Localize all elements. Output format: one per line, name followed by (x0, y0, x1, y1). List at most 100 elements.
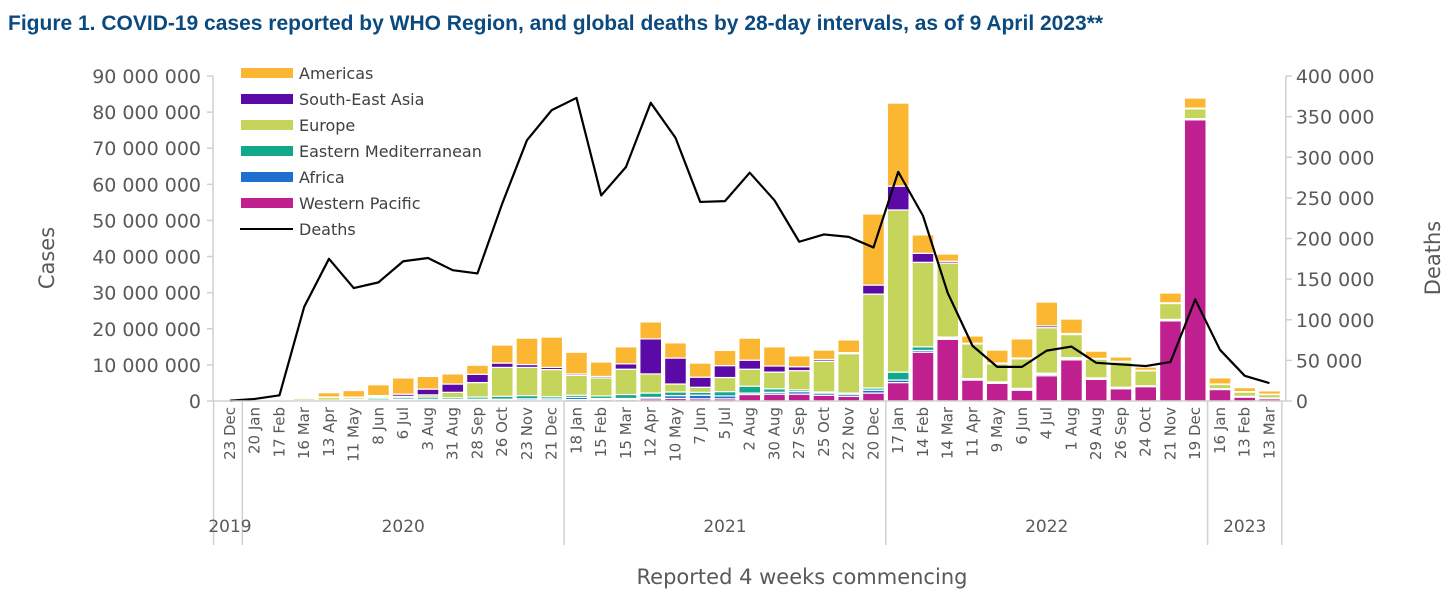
bar-segment-western-pacific (787, 393, 811, 402)
bar-segment-americas (738, 337, 762, 361)
x-tick-label: 2 Aug (741, 407, 759, 451)
bar-segment-americas (317, 392, 341, 398)
x-tick-label: 8 Jun (369, 407, 387, 445)
x-tick-label: 20 Jan (246, 407, 264, 454)
bar-segment-europe (441, 391, 465, 399)
bar-segment-europe (787, 370, 811, 391)
bar-segment-europe (812, 360, 836, 393)
bar-segment-americas (812, 349, 836, 361)
bar-segment-south-east-asia (639, 338, 663, 375)
bar-segment-americas (515, 337, 539, 366)
year-label: 2023 (1223, 517, 1266, 537)
bar-segment-americas (911, 234, 935, 254)
bar-segment-americas (416, 375, 440, 390)
bar-segment-europe (589, 377, 613, 397)
y-tick-label: 0 (189, 391, 201, 413)
bar-segment-south-east-asia (416, 388, 440, 396)
bar-segment-americas (614, 346, 638, 365)
x-tick-label: 6 Jun (1013, 407, 1031, 445)
x-tick-label: 10 May (666, 407, 684, 462)
bar-segment-europe (1183, 108, 1207, 120)
chart-title: Figure 1. COVID-19 cases reported by WHO… (8, 12, 1104, 35)
x-tick-label: 23 Nov (518, 407, 536, 460)
bar-segment-western-pacific (762, 393, 786, 402)
y-tick-label: 90 000 000 (92, 66, 201, 88)
bar-segment-western-pacific (960, 379, 984, 402)
bar-segment-americas (713, 349, 737, 367)
y2-tick-label: 350 000 (1296, 107, 1375, 129)
bar-segment-western-pacific (1183, 119, 1207, 402)
bar-segment-americas (1183, 97, 1207, 109)
x-tick-label: 24 Oct (1137, 407, 1155, 457)
bar-segment-europe (466, 381, 489, 398)
bar-segment-south-east-asia (738, 359, 762, 370)
bar-segment-americas (367, 384, 390, 397)
legend-swatch (241, 172, 293, 182)
x-tick-label: 22 Nov (840, 407, 858, 460)
bar-segment-europe (738, 368, 762, 387)
bar-segment-europe (837, 353, 861, 394)
bar-segment-western-pacific (1035, 375, 1059, 402)
legend-label: Deaths (299, 220, 356, 239)
x-tick-label: 13 Apr (320, 406, 338, 457)
bar-segment-western-pacific (1059, 359, 1083, 402)
y-tick-label: 10 000 000 (92, 355, 201, 377)
bar-segment-south-east-asia (614, 363, 638, 370)
bar-segment-europe (515, 366, 539, 397)
y-tick-label: 50 000 000 (92, 210, 201, 232)
bar-segment-south-east-asia (713, 365, 737, 379)
x-tick-label: 27 Sep (790, 407, 808, 459)
bar-segment-americas (886, 102, 910, 187)
y2-tick-label: 250 000 (1296, 188, 1375, 210)
x-tick-label: 23 Dec (221, 407, 239, 460)
x-tick-label: 11 May (345, 407, 363, 462)
bar-segment-western-pacific (886, 381, 910, 402)
y2-tick-label: 50 000 (1296, 350, 1362, 372)
y-tick-label: 20 000 000 (92, 319, 201, 341)
x-tick-label: 17 Feb (270, 407, 288, 457)
legend-label: Americas (299, 64, 373, 83)
bar-segment-americas (936, 253, 960, 262)
x-tick-label: 30 Aug (765, 407, 783, 460)
x-tick-label: 21 Nov (1161, 407, 1179, 460)
x-tick-label: 13 Mar (1260, 406, 1278, 459)
bar-segment-americas (391, 377, 415, 395)
x-tick-label: 14 Mar (939, 406, 957, 459)
bar-segment-americas (787, 355, 811, 368)
bar-segment-eastern-mediterranean (738, 385, 762, 394)
legend-label: Eastern Mediterranean (299, 142, 482, 161)
bar-segment-europe (490, 366, 514, 397)
bar-segment-south-east-asia (688, 376, 712, 388)
year-label: 2022 (1025, 517, 1068, 537)
y2-tick-label: 100 000 (1296, 310, 1375, 332)
x-tick-label: 15 Feb (592, 407, 610, 457)
bar-segment-americas (540, 336, 564, 369)
bar-segment-western-pacific (936, 338, 960, 402)
bar-segment-americas (466, 364, 489, 375)
bar-segment-south-east-asia (663, 357, 687, 385)
bar-segment-western-pacific (911, 351, 935, 402)
legend-swatch (241, 68, 293, 78)
x-tick-label: 21 Dec (543, 407, 561, 460)
bar-segment-europe (663, 383, 687, 393)
bar-segment-americas (1059, 318, 1083, 335)
y2-tick-label: 0 (1296, 391, 1308, 413)
x-tick-label: 29 Aug (1087, 407, 1105, 460)
bar-segment-south-east-asia (911, 252, 935, 263)
bar-segment-western-pacific (1010, 389, 1034, 402)
bar-segment-europe (960, 343, 984, 380)
legend-label: Europe (299, 116, 355, 135)
bar-segment-americas (688, 362, 712, 378)
bar-segment-americas (1010, 338, 1034, 359)
y-tick-label: 70 000 000 (92, 138, 201, 160)
bar-segment-europe (762, 371, 786, 390)
x-tick-label: 14 Feb (914, 407, 932, 457)
x-tick-label: 19 Dec (1186, 407, 1204, 460)
legend-label: Western Pacific (299, 194, 421, 213)
year-label: 2021 (703, 517, 746, 537)
bar-segment-south-east-asia (466, 373, 489, 384)
bar-segment-europe (688, 386, 712, 393)
y-tick-label: 60 000 000 (92, 174, 201, 196)
legend-swatch (241, 94, 293, 104)
